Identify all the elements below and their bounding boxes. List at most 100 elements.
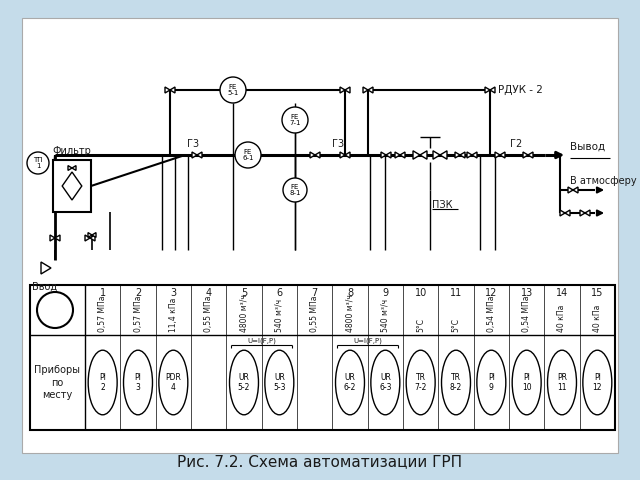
Text: Г3: Г3 [187, 139, 199, 149]
Polygon shape [386, 152, 391, 158]
Polygon shape [523, 152, 528, 158]
Text: FE
8-1: FE 8-1 [289, 184, 301, 196]
Text: Г2: Г2 [510, 139, 522, 149]
Polygon shape [165, 87, 170, 93]
Text: PI
10: PI 10 [522, 373, 531, 392]
Polygon shape [92, 233, 96, 238]
Text: 15: 15 [591, 288, 604, 298]
Polygon shape [170, 87, 175, 93]
Text: Рис. 7.2. Схема автоматизации ГРП: Рис. 7.2. Схема автоматизации ГРП [177, 455, 463, 469]
Circle shape [282, 107, 308, 133]
Polygon shape [573, 187, 578, 193]
Polygon shape [197, 152, 202, 158]
Text: ПЗК: ПЗК [432, 200, 452, 210]
Text: UR
6-3: UR 6-3 [379, 373, 392, 392]
Polygon shape [440, 151, 447, 159]
Polygon shape [88, 233, 92, 238]
Polygon shape [315, 152, 320, 158]
Text: Вывод: Вывод [570, 142, 605, 152]
Circle shape [283, 178, 307, 202]
Text: 6: 6 [276, 288, 282, 298]
Text: ТП
1: ТП 1 [33, 157, 43, 169]
Polygon shape [560, 210, 565, 216]
Text: Приборы
по
месту: Приборы по месту [34, 365, 80, 400]
Text: 11,4 кПа: 11,4 кПа [169, 298, 178, 332]
Text: 40 кПа: 40 кПа [557, 305, 566, 332]
Polygon shape [395, 152, 400, 158]
Polygon shape [413, 151, 420, 159]
Polygon shape [55, 235, 60, 241]
Text: PDR
4: PDR 4 [165, 373, 181, 392]
Ellipse shape [371, 350, 400, 415]
Ellipse shape [88, 350, 117, 415]
Text: 4800 м³/ч: 4800 м³/ч [239, 294, 248, 332]
Text: U=I(F,P): U=I(F,P) [353, 338, 382, 344]
Text: FE
5-1: FE 5-1 [227, 84, 239, 96]
Text: UR
5-2: UR 5-2 [238, 373, 250, 392]
Polygon shape [528, 152, 533, 158]
Bar [53, 160, 91, 212]
Polygon shape [381, 152, 386, 158]
Ellipse shape [583, 350, 612, 415]
Text: Фильтр: Фильтр [52, 146, 92, 156]
Ellipse shape [512, 350, 541, 415]
Text: РДУК - 2: РДУК - 2 [498, 85, 543, 95]
Polygon shape [368, 87, 373, 93]
Text: PI
9: PI 9 [488, 373, 495, 392]
Text: Г3: Г3 [332, 139, 344, 149]
Text: 3: 3 [170, 288, 177, 298]
Ellipse shape [406, 350, 435, 415]
Circle shape [220, 77, 246, 103]
Circle shape [235, 142, 261, 168]
Polygon shape [72, 166, 76, 170]
Text: 4: 4 [205, 288, 212, 298]
Ellipse shape [442, 350, 470, 415]
Text: В атмосферу: В атмосферу [570, 176, 637, 186]
Circle shape [37, 292, 73, 328]
Ellipse shape [265, 350, 294, 415]
Text: 540 м³/ч: 540 м³/ч [275, 299, 284, 332]
Text: TR
7-2: TR 7-2 [415, 373, 427, 392]
Ellipse shape [547, 350, 577, 415]
Text: 8: 8 [347, 288, 353, 298]
Text: PR
11: PR 11 [557, 373, 567, 392]
Polygon shape [455, 152, 460, 158]
Ellipse shape [230, 350, 259, 415]
Polygon shape [565, 210, 570, 216]
Ellipse shape [159, 350, 188, 415]
Text: PI
12: PI 12 [593, 373, 602, 392]
Text: 9: 9 [382, 288, 388, 298]
Polygon shape [345, 87, 350, 93]
Polygon shape [433, 151, 440, 159]
Polygon shape [500, 152, 505, 158]
Ellipse shape [477, 350, 506, 415]
Text: 5°С: 5°С [451, 318, 461, 332]
Text: 4800 м³/ч: 4800 м³/ч [346, 294, 355, 332]
Text: PI
2: PI 2 [99, 373, 106, 392]
Polygon shape [62, 172, 82, 200]
Text: 0,57 МПа: 0,57 МПа [134, 296, 143, 332]
Polygon shape [85, 235, 90, 241]
Text: 7: 7 [312, 288, 318, 298]
Text: UR
5-3: UR 5-3 [273, 373, 285, 392]
Text: 13: 13 [520, 288, 532, 298]
Polygon shape [495, 152, 500, 158]
Ellipse shape [124, 350, 152, 415]
Polygon shape [50, 235, 55, 241]
Polygon shape [472, 152, 477, 158]
Text: 5: 5 [241, 288, 247, 298]
Text: 12: 12 [485, 288, 497, 298]
Text: FE
7-1: FE 7-1 [289, 114, 301, 126]
Polygon shape [41, 262, 51, 274]
Polygon shape [345, 152, 350, 158]
Circle shape [27, 152, 49, 174]
Text: 540 м³/ч: 540 м³/ч [381, 299, 390, 332]
Polygon shape [490, 87, 495, 93]
Polygon shape [68, 166, 72, 170]
Text: 0,57 МПа: 0,57 МПа [98, 296, 107, 332]
Text: 14: 14 [556, 288, 568, 298]
Text: U=I(F,P): U=I(F,P) [247, 338, 276, 344]
Polygon shape [420, 151, 427, 159]
Text: FE
6-1: FE 6-1 [243, 149, 253, 161]
Polygon shape [363, 87, 368, 93]
